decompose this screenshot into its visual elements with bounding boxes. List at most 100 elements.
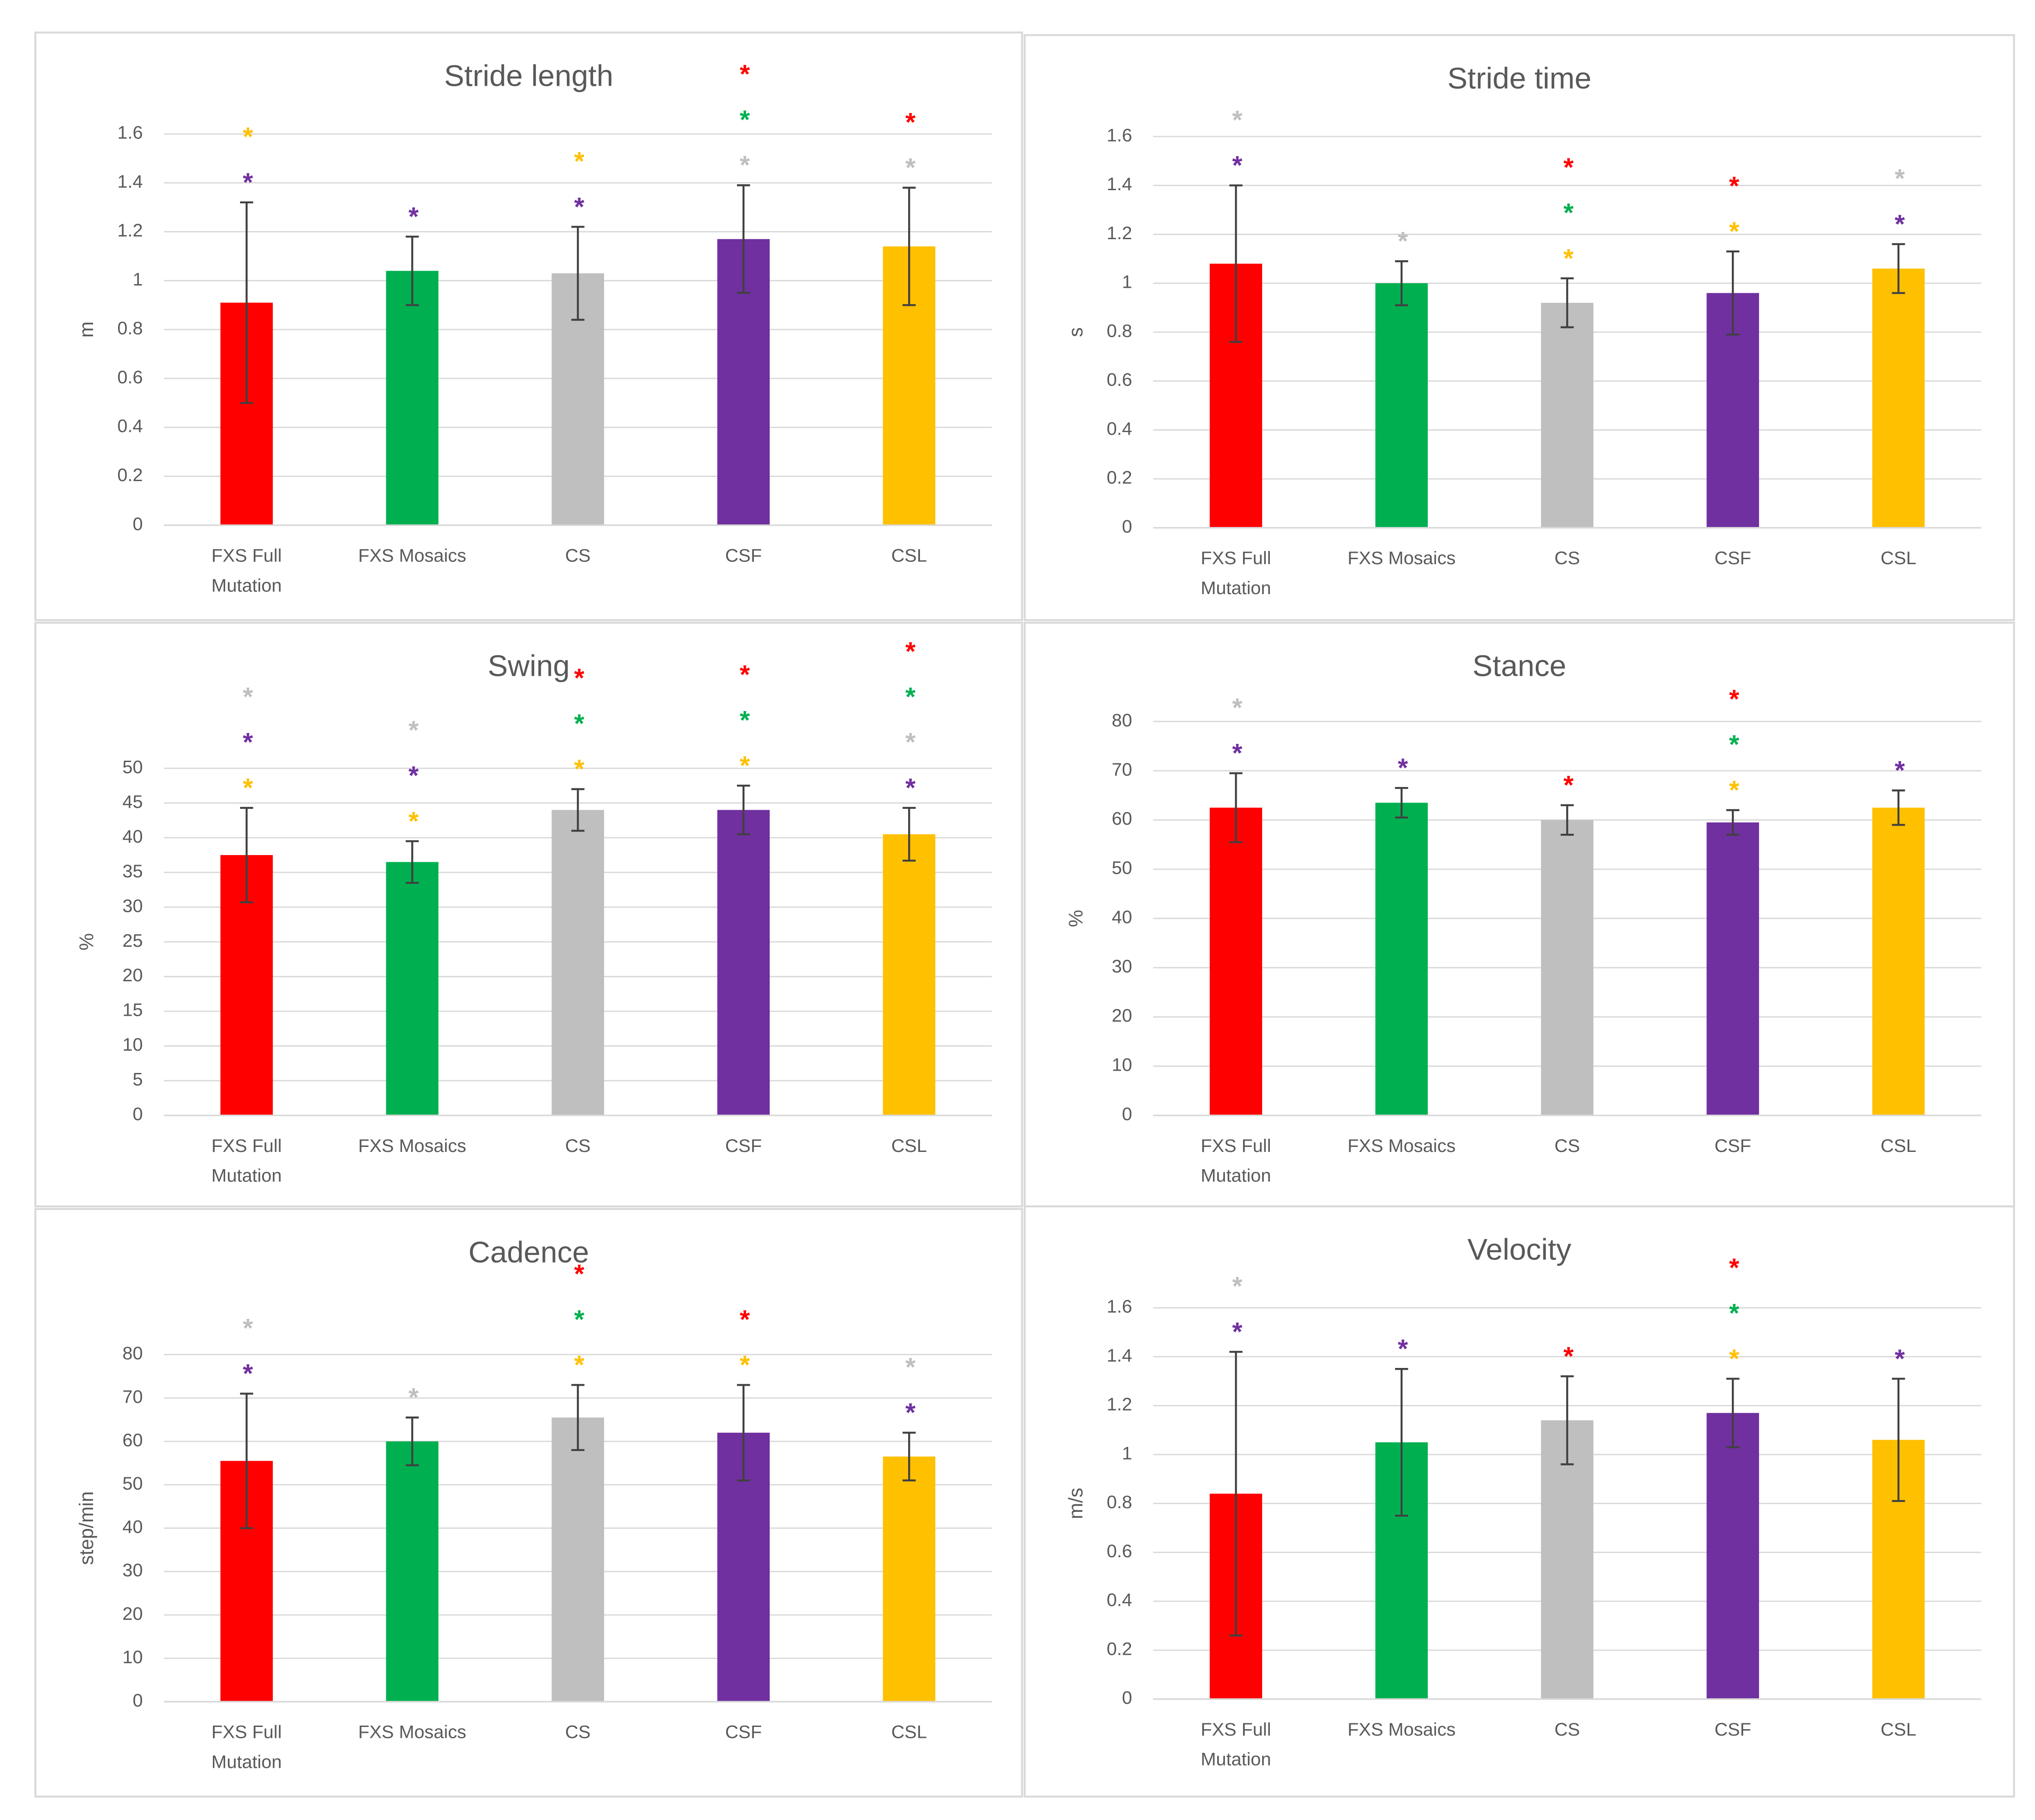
y-tick-label: 1 <box>1122 272 1132 292</box>
x-tick-label-box: CSL <box>891 545 927 566</box>
significance-marker: * <box>1729 1344 1740 1373</box>
bar <box>1872 268 1925 528</box>
y-tick-label: 0.8 <box>1106 321 1132 341</box>
error-bar <box>571 788 585 832</box>
significance-marker: * <box>408 1383 419 1412</box>
significance-marker: * <box>740 105 750 134</box>
bar <box>386 271 439 526</box>
significance-marker: * <box>905 1353 916 1382</box>
significance-marker: * <box>1729 1299 1740 1328</box>
x-tick-label-box: FXS Full Mutation <box>1201 1719 1271 1770</box>
bar <box>1872 807 1925 1116</box>
error-bar <box>737 184 750 294</box>
y-tick-label: 60 <box>1112 808 1132 829</box>
panel-border <box>1023 1205 2015 1798</box>
significance-marker: * <box>1232 151 1243 180</box>
y-tick-label: 0.4 <box>118 416 143 436</box>
chart-title: Stance <box>1472 649 1566 683</box>
chart-panel: Stride time s 0 0.2 0.4 0.6 0.8 1 1.2 1.4 1.6 FXS F… <box>1023 34 2015 621</box>
significance-marker: * <box>1232 1318 1243 1347</box>
significance-marker: * <box>1563 153 1574 182</box>
x-tick-label: CSL <box>891 1721 927 1742</box>
error-bar <box>1229 1351 1243 1637</box>
y-tick-label: 20 <box>123 965 143 985</box>
significance-marker: * <box>1895 164 1905 193</box>
x-tick-label-box: CSF <box>1715 547 1751 568</box>
x-tick-label-box: CS <box>1554 1719 1580 1740</box>
x-tick-label: FXS Full Mutation <box>211 1721 282 1772</box>
significance-marker: * <box>243 773 253 802</box>
panel-border <box>1023 621 2015 1208</box>
bar <box>1375 802 1428 1116</box>
y-tick-label: 0 <box>1122 1104 1132 1124</box>
x-tick-label-box: CSF <box>725 545 762 566</box>
chart-panel: Stance% 0 10 20 30 40 50 60 70 80 FXS Full Mutatio… <box>1023 621 2015 1208</box>
error-bar <box>405 840 419 884</box>
x-tick-label: CSL <box>891 1135 927 1156</box>
significance-marker: * <box>574 147 585 176</box>
panel-border <box>34 1208 1023 1798</box>
significance-marker: * <box>740 660 750 689</box>
y-tick-label: 0.2 <box>1106 467 1132 488</box>
y-tick-label: 1.4 <box>118 172 143 192</box>
x-tick-label: CSL <box>1880 1718 1917 1740</box>
x-tick-label: CS <box>565 1135 591 1156</box>
y-tick-label: 25 <box>123 930 143 951</box>
significance-marker: * <box>905 153 916 182</box>
significance-marker: * <box>1729 776 1740 805</box>
x-tick-label: CSF <box>725 1135 762 1156</box>
x-tick-label-box: CS <box>1554 1135 1580 1156</box>
y-tick-label: 0.6 <box>1106 369 1132 390</box>
x-tick-label: FXS Full Mutation <box>1200 1135 1271 1186</box>
error-bar <box>1229 772 1243 843</box>
significance-marker: * <box>1895 756 1905 785</box>
significance-marker: * <box>740 60 750 89</box>
significance-marker: * <box>1398 1334 1408 1363</box>
significance-marker: * <box>1232 105 1243 134</box>
significance-marker: * <box>740 1351 750 1380</box>
error-bar <box>1560 277 1574 329</box>
y-tick-label: 0.4 <box>1106 418 1132 439</box>
y-tick-label: 50 <box>123 1473 143 1494</box>
error-bar <box>240 201 253 404</box>
x-tick-label: CS <box>565 545 591 566</box>
y-tick-label: 5 <box>133 1069 143 1090</box>
y-tick-label: 1.6 <box>1106 1296 1132 1317</box>
x-tick-label: CSF <box>725 1721 762 1742</box>
y-tick-label: 0 <box>1122 516 1132 537</box>
significance-marker: * <box>574 1351 585 1380</box>
bar <box>551 810 605 1116</box>
x-tick-label: FXS Mosaics <box>1347 1718 1456 1740</box>
y-tick-label: 1 <box>133 269 143 290</box>
error-bar <box>902 187 916 306</box>
error-bar <box>1395 787 1408 819</box>
x-tick-label-box: FXS Mosaics <box>1347 1718 1456 1740</box>
bar <box>1541 1420 1593 1699</box>
x-tick-label-box: CS <box>565 1721 590 1742</box>
error-bar <box>1395 260 1408 306</box>
y-tick-label: 0.8 <box>1106 1492 1132 1512</box>
error-bar <box>1229 184 1243 343</box>
y-tick-label: 0 <box>133 514 143 534</box>
significance-marker: * <box>574 1305 585 1334</box>
y-tick-label: 80 <box>123 1343 143 1363</box>
significance-marker: * <box>574 1259 585 1289</box>
x-tick-label-box: FXS Full Mutation <box>211 1721 282 1772</box>
significance-marker: * <box>740 706 750 735</box>
y-axis-label: step/min <box>76 1491 98 1565</box>
x-tick-label: FXS Mosaics <box>1347 1135 1456 1156</box>
y-tick-label: 45 <box>123 792 143 812</box>
x-tick-label: FXS Mosaics <box>358 1135 467 1156</box>
y-tick-label: 0.6 <box>118 367 143 388</box>
significance-marker: * <box>408 807 419 836</box>
y-axis-label: % <box>76 933 98 950</box>
chart-panel: Stride length m 0 0.2 0.4 0.6 0.8 1 1.2 1.4 1.6 FXS… <box>34 31 1023 621</box>
x-tick-label-box: FXS Mosaics <box>358 1135 467 1156</box>
y-tick-label: 10 <box>1112 1055 1132 1075</box>
y-tick-label: 40 <box>123 1517 143 1537</box>
x-tick-label: FXS Mosaics <box>1347 547 1456 568</box>
x-tick-label-box: FXS Full Mutation <box>211 1135 282 1186</box>
y-tick-label: 0.8 <box>118 318 143 339</box>
y-axis-label: % <box>1065 910 1087 927</box>
x-tick-label: CS <box>1554 1135 1580 1156</box>
